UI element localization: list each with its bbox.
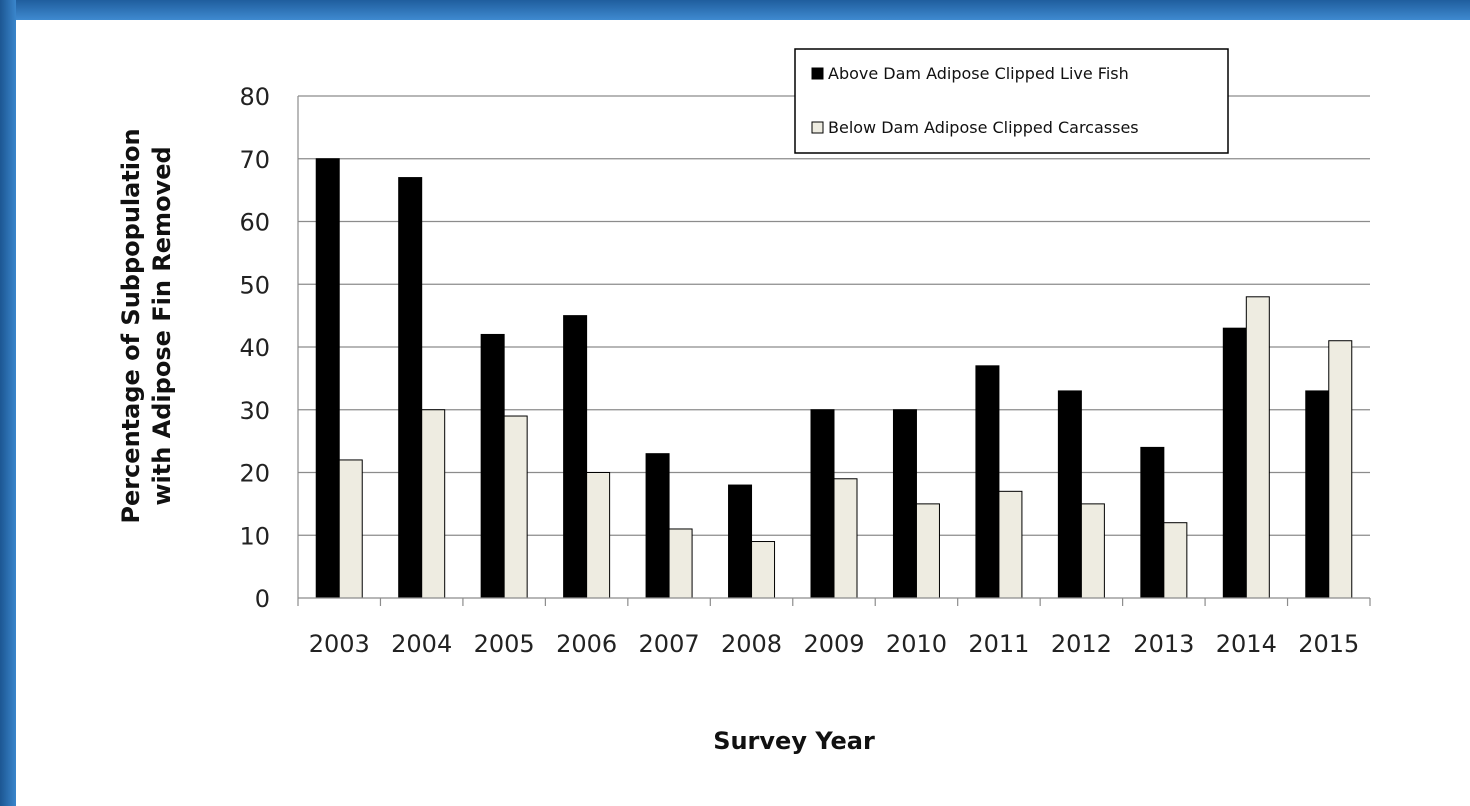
x-tick-label: 2006 <box>556 630 617 658</box>
bar-below-dam <box>421 409 446 599</box>
window-frame-top <box>0 0 1470 20</box>
legend-box <box>794 48 1229 154</box>
x-tick-label: 2008 <box>721 630 782 658</box>
bar-above-dam <box>563 315 588 599</box>
tick-labels: 0 10 20 30 40 50 60 70 80 2003 2004 2005 2006 2007 200… <box>239 83 1359 658</box>
bar-above-dam <box>1057 390 1082 599</box>
y-tick-label: 40 <box>239 334 270 362</box>
bar-above-dam <box>810 409 835 599</box>
x-tick-label: 2012 <box>1051 630 1112 658</box>
legend-label-below-dam: Below Dam Adipose Clipped Carcasses <box>828 118 1139 137</box>
y-tick-label: 50 <box>239 271 270 299</box>
x-tick-label: 2005 <box>474 630 535 658</box>
bar-below-dam <box>586 472 611 599</box>
x-tick-label: 2015 <box>1298 630 1359 658</box>
x-tick-label: 2009 <box>803 630 864 658</box>
bar-below-dam <box>915 503 940 599</box>
x-tick-label: 2004 <box>391 630 452 658</box>
bar-below-dam <box>998 490 1023 599</box>
bar-above-dam <box>975 365 1000 599</box>
x-tick-label: 2014 <box>1216 630 1277 658</box>
bar-above-dam <box>1222 327 1247 599</box>
chart-panel: 0 10 20 30 40 50 60 70 80 2003 2004 2005 2006 2007 200… <box>16 20 1470 806</box>
bar-above-dam <box>1305 390 1330 599</box>
x-tick-label: 2003 <box>309 630 370 658</box>
y-tick-label: 0 <box>255 585 270 613</box>
y-tick-label: 20 <box>239 460 270 488</box>
bar-above-dam <box>480 333 505 599</box>
bar-below-dam <box>668 528 693 599</box>
bar-below-dam <box>751 541 776 599</box>
bar-above-dam <box>892 409 917 599</box>
x-tick-label: 2010 <box>886 630 947 658</box>
x-tick-label: 2007 <box>639 630 700 658</box>
y-tick-label: 60 <box>239 209 270 237</box>
bar-above-dam <box>1140 446 1165 599</box>
y-tick-label: 80 <box>239 83 270 111</box>
y-axis-title-line-1: Percentage of Subpopulation <box>117 128 145 523</box>
bar-below-dam <box>1163 522 1188 599</box>
y-tick-label: 30 <box>239 397 270 425</box>
bar-below-dam <box>503 415 528 599</box>
bar-chart: 0 10 20 30 40 50 60 70 80 2003 2004 2005 2006 2007 200… <box>117 48 1371 755</box>
legend-swatch-above-dam <box>811 67 824 80</box>
legend: Above Dam Adipose Clipped Live Fish Belo… <box>794 48 1229 154</box>
bar-above-dam <box>728 484 753 599</box>
y-tick-label: 10 <box>239 522 270 550</box>
axes <box>297 96 1371 606</box>
x-axis-title: Survey Year <box>713 727 875 755</box>
bar-below-dam <box>833 478 858 599</box>
legend-label-above-dam: Above Dam Adipose Clipped Live Fish <box>828 64 1129 83</box>
legend-swatch-below-dam <box>811 121 824 134</box>
y-axis-title-line-2: with Adipose Fin Removed <box>148 146 176 505</box>
window-frame-left <box>0 0 16 806</box>
bars <box>315 158 1353 599</box>
x-tick-label: 2011 <box>968 630 1029 658</box>
bar-below-dam <box>1080 503 1105 599</box>
bar-below-dam <box>1328 340 1353 599</box>
bar-above-dam <box>315 158 340 599</box>
y-tick-label: 70 <box>239 146 270 174</box>
bar-above-dam <box>398 177 423 599</box>
bar-below-dam <box>1245 296 1270 599</box>
x-tick-label: 2013 <box>1133 630 1194 658</box>
bar-below-dam <box>338 459 363 599</box>
bar-above-dam <box>645 453 670 599</box>
